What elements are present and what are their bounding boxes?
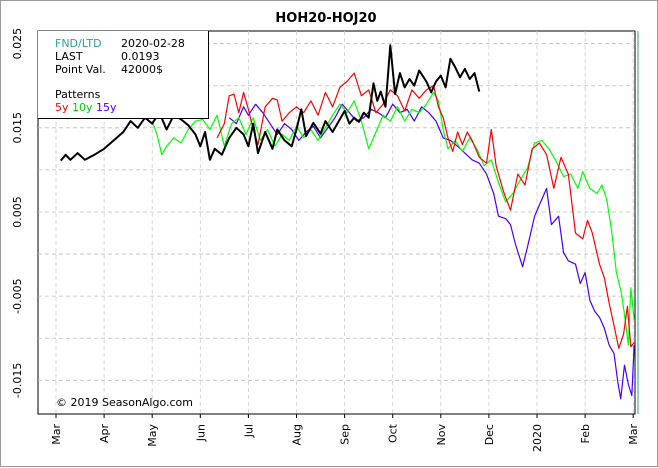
point-value: 42000$ xyxy=(121,63,163,76)
x-tick-label: Mar xyxy=(627,424,640,445)
series-line-10y xyxy=(151,91,635,346)
x-tick-label: Dec xyxy=(483,424,496,445)
patterns-label: Patterns xyxy=(55,88,101,101)
patterns-legend: 5y 10y 15y xyxy=(55,101,117,114)
x-tick-label: 2020 xyxy=(531,424,544,452)
chart-title: HOH20-HOJ20 xyxy=(275,11,376,26)
series-line-5y xyxy=(216,72,635,349)
x-tick-label: Apr xyxy=(98,424,111,444)
series-lines xyxy=(60,44,635,400)
x-tick-label: Feb xyxy=(579,424,592,443)
point-value-label: Point Val. xyxy=(55,63,106,76)
last-label: LAST xyxy=(55,50,83,63)
x-axis-ticks: Mar Apr May Jun Jul Aug Sep Oct Nov Dec 2020 Feb Mar xyxy=(50,414,640,452)
y-tick-label: 0.005 xyxy=(11,196,24,228)
legend-15y: 15y xyxy=(96,101,117,114)
x-tick-label: Jun xyxy=(194,424,207,442)
copyright-text: © 2019 SeasonAlgo.com xyxy=(56,396,194,409)
series-line-15y xyxy=(228,103,635,400)
fnd-value: 2020-02-28 xyxy=(121,37,185,50)
y-tick-label: 0.025 xyxy=(11,28,24,60)
y-tick-label: -0.015 xyxy=(11,363,24,398)
plot-area xyxy=(37,30,636,415)
info-legend-box: FND/LTD 2020-02-28 LAST 0.0193 Point Val… xyxy=(38,31,209,119)
x-tick-label: Mar xyxy=(50,424,63,445)
x-tick-label: Oct xyxy=(387,423,400,443)
legend-10y: 10y xyxy=(72,101,93,114)
y-axis-ticks: 0.025 0.015 0.005 -0.005 -0.015 xyxy=(11,28,24,398)
x-tick-label: Jul xyxy=(242,424,255,438)
x-tick-label: Aug xyxy=(291,424,304,445)
x-tick-label: Sep xyxy=(339,424,352,445)
x-tick-label: Nov xyxy=(435,424,448,446)
x-tick-label: May xyxy=(146,424,159,447)
y-tick-label: -0.005 xyxy=(11,278,24,313)
series-line-current xyxy=(60,44,481,162)
fnd-label: FND/LTD xyxy=(55,37,102,50)
y-tick-label: 0.015 xyxy=(11,112,24,144)
last-value: 0.0193 xyxy=(121,50,160,63)
legend-5y: 5y xyxy=(55,101,69,114)
